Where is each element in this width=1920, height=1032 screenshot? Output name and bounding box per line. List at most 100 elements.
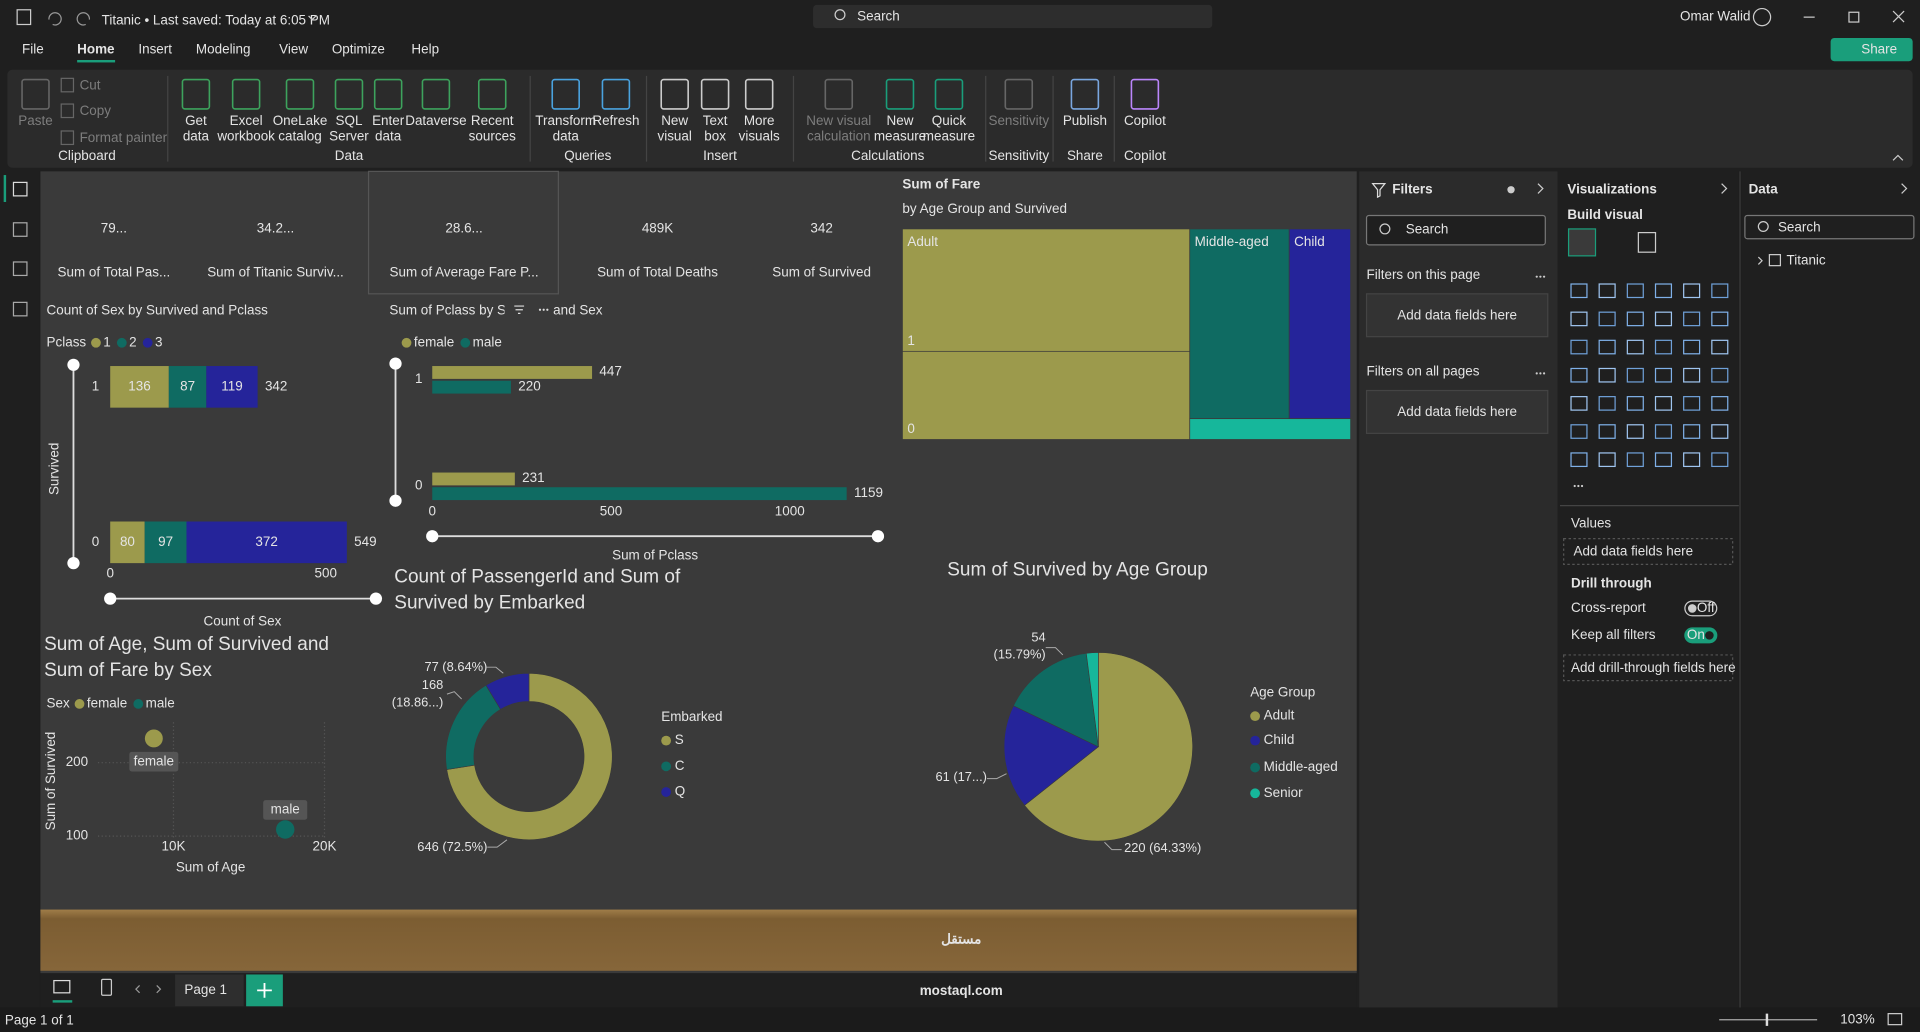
more-options-dot[interactable] [1539,372,1542,375]
undo-icon[interactable] [48,12,62,26]
more-options-dot[interactable] [1535,372,1538,375]
zoom-thumb[interactable] [1765,1013,1769,1026]
ribbon-icon[interactable] [373,78,403,110]
dax-view-icon[interactable] [12,301,28,317]
more-options-dot[interactable] [542,308,545,311]
visual-type-icon[interactable] [1626,339,1644,355]
ribbon-button-label[interactable]: data [553,129,580,144]
visual-type-icon[interactable] [1570,367,1588,383]
ribbon-icon[interactable] [1070,78,1100,110]
ribbon-button-label[interactable]: OneLake [273,113,328,128]
visual-type-icon[interactable] [1598,283,1616,299]
visual-type-icon[interactable] [1683,396,1701,411]
ribbon-icon[interactable] [21,78,50,110]
ribbon-button-label[interactable]: SQL [336,113,363,128]
close-button[interactable] [1892,10,1905,23]
menu-item[interactable]: Help [411,42,439,57]
mobile-layout-icon[interactable] [101,978,113,996]
slider-handle[interactable] [871,530,885,543]
ribbon-button-label[interactable]: data [183,129,210,144]
menu-item[interactable]: Home [77,42,115,57]
table-view-icon[interactable] [12,222,28,237]
toggle[interactable] [1684,600,1718,617]
filters-search[interactable] [1365,214,1546,246]
slider-handle[interactable] [67,358,80,371]
more-options-dot[interactable] [1542,275,1546,278]
visual-type-icon[interactable] [1683,367,1701,383]
filters-visibility[interactable] [1507,186,1515,194]
ribbon-button-label[interactable]: Refresh [592,113,639,128]
desktop-layout-icon[interactable] [53,979,71,994]
visual-type-icon[interactable] [1654,311,1673,327]
menu-item[interactable]: File [22,42,44,57]
ribbon-button-label[interactable]: Sensitivity [988,113,1049,128]
ribbon-icon[interactable] [1130,78,1160,110]
visual-type-icon[interactable] [1711,452,1729,468]
visual-type-icon[interactable] [1598,452,1616,468]
visual-type-icon[interactable] [1654,396,1673,411]
visual-type-icon[interactable] [1626,452,1644,468]
visual-type-icon[interactable] [1626,367,1644,383]
ribbon-icon[interactable] [551,78,580,110]
menu-item[interactable]: Modeling [196,42,251,57]
visual-type-icon[interactable] [1626,283,1644,299]
ribbon-button-label[interactable]: Server [329,129,369,144]
drill-drop-zone[interactable] [1563,654,1734,682]
ribbon-icon[interactable] [421,78,451,110]
slider-handle[interactable] [369,592,383,605]
filter-header-icon[interactable] [514,305,525,315]
more-visuals-dot[interactable] [1573,484,1576,488]
ribbon-button-label[interactable]: visual [657,129,691,144]
file-title[interactable]: Titanic • Last saved: Today at 6:05 PM [102,12,330,27]
user-avatar[interactable] [1752,7,1772,27]
visual-type-icon[interactable] [1598,311,1616,327]
more-options-dot[interactable] [538,308,542,311]
selected-card-frame[interactable] [367,170,559,295]
data-search[interactable] [1744,214,1915,240]
visual-type-icon[interactable] [1598,396,1616,411]
ribbon-icon[interactable] [601,78,631,110]
visual-type-icon[interactable] [1711,424,1729,439]
ribbon-button-label[interactable]: sources [469,129,516,144]
ribbon-icon[interactable] [885,78,915,110]
ribbon-icon[interactable] [700,78,730,110]
ribbon-icon[interactable] [231,78,261,110]
ribbon-button-label[interactable]: measure [874,129,926,144]
page-scroll[interactable] [135,985,162,994]
table-name[interactable]: Titanic [1787,252,1826,267]
ribbon-button-label[interactable]: Cut [80,77,101,92]
page-tab-label[interactable]: Page 1 [184,982,227,997]
visual-type-icon[interactable] [1683,311,1701,327]
visual-type-icon[interactable] [1711,283,1729,299]
collapse-ribbon[interactable] [1892,154,1904,161]
visual-type-icon[interactable] [1654,339,1673,355]
visual-type-icon[interactable] [1683,339,1701,355]
ribbon-button-label[interactable]: Transform [535,113,596,128]
ribbon-icon[interactable] [744,78,774,110]
menu-item[interactable]: Optimize [332,42,385,57]
ribbon-button-label[interactable]: measure [923,129,975,144]
ribbon-icon[interactable] [181,78,211,110]
ribbon-icon[interactable] [934,78,964,110]
ribbon-button-label[interactable]: visuals [739,129,780,144]
visual-type-icon[interactable] [1598,367,1616,383]
values-drop-zone[interactable] [1563,538,1734,565]
slider-handle[interactable] [104,592,117,605]
file-menu-chevron[interactable] [308,15,317,21]
more-options-dot[interactable] [1539,275,1542,278]
ribbon-icon[interactable] [334,78,364,110]
report-view-icon[interactable] [12,181,28,197]
share-button[interactable] [1830,37,1913,62]
ribbon-button-label[interactable]: Format painter [80,130,168,145]
search-box[interactable] [813,4,1213,29]
visual-type-icon[interactable] [1570,452,1588,468]
visual-type-icon[interactable] [1654,367,1673,383]
save-icon[interactable] [16,9,32,26]
visual-type-icon[interactable] [1626,424,1644,439]
ribbon-icon[interactable] [824,78,854,110]
ribbon-icon[interactable] [477,78,507,110]
ribbon-small-icon[interactable] [60,130,75,146]
share-label[interactable]: Share [1861,42,1897,57]
more-options-dot[interactable] [1535,275,1538,278]
more-visuals-dot[interactable] [1580,484,1584,488]
